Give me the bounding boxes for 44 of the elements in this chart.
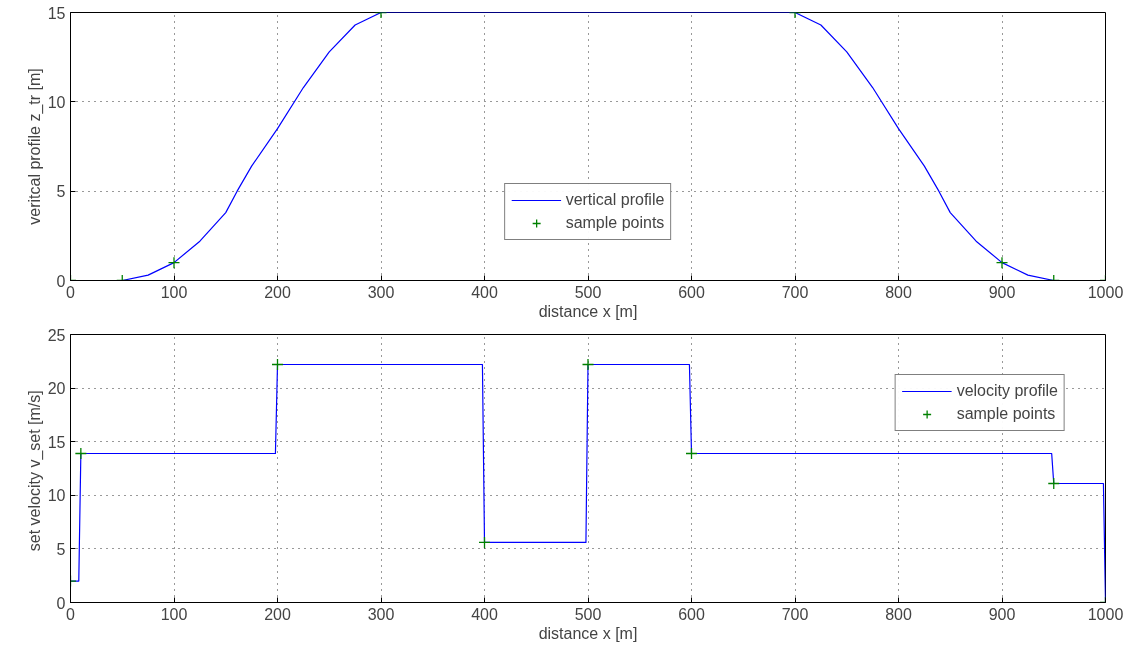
y-axis-title: veritcal profile z_tr [m] <box>25 68 44 225</box>
legend-label: sample points <box>956 405 1056 423</box>
legend-label: vertical profile <box>565 191 665 209</box>
point <box>478 536 491 549</box>
y-tick-label: 0 <box>56 272 66 290</box>
y-tick-label: 20 <box>47 380 66 398</box>
x-tick-label: 300 <box>367 605 395 623</box>
y-tick-label: 0 <box>56 594 66 612</box>
y-tick-label: 15 <box>47 433 66 451</box>
x-tick-label: 700 <box>781 605 809 623</box>
x-tick-label: 100 <box>160 283 188 301</box>
x-axis-title: distance x [m] <box>538 624 638 642</box>
x-tick-label: 1000 <box>1087 605 1124 623</box>
y-tick-label: 5 <box>56 540 66 558</box>
x-tick-label: 900 <box>988 605 1016 623</box>
y-tick-label: 10 <box>47 487 66 505</box>
point <box>685 447 698 460</box>
y-tick-label: 15 <box>47 4 66 22</box>
x-tick-label: 400 <box>471 605 498 623</box>
y-tick-label: 5 <box>56 183 66 201</box>
y-axis-title: set velocity v_set [m/s] <box>25 390 44 552</box>
x-tick-label: 800 <box>885 605 912 623</box>
y-tick-label: 10 <box>47 93 66 111</box>
y-tick-label: 25 <box>47 326 66 344</box>
x-tick-label: 800 <box>885 283 912 301</box>
x-tick-label: 700 <box>781 283 809 301</box>
x-tick-label: 200 <box>264 283 291 301</box>
legend-label: sample points <box>565 214 665 232</box>
x-tick-label: 1000 <box>1087 283 1124 301</box>
x-tick-label: 200 <box>264 605 291 623</box>
legend-label: velocity profile <box>956 382 1058 400</box>
x-tick-label: 900 <box>988 283 1016 301</box>
x-tick-label: 500 <box>574 605 602 623</box>
x-tick-label: 500 <box>574 283 602 301</box>
x-tick-label: 100 <box>160 605 188 623</box>
x-tick-label: 600 <box>678 283 705 301</box>
x-tick-label: 400 <box>471 283 498 301</box>
point <box>271 358 284 371</box>
x-tick-label: 600 <box>678 605 705 623</box>
point <box>74 447 87 460</box>
x-axis-title: distance x [m] <box>538 302 638 320</box>
point <box>1047 477 1060 490</box>
point <box>581 358 595 371</box>
x-tick-label: 300 <box>367 283 395 301</box>
